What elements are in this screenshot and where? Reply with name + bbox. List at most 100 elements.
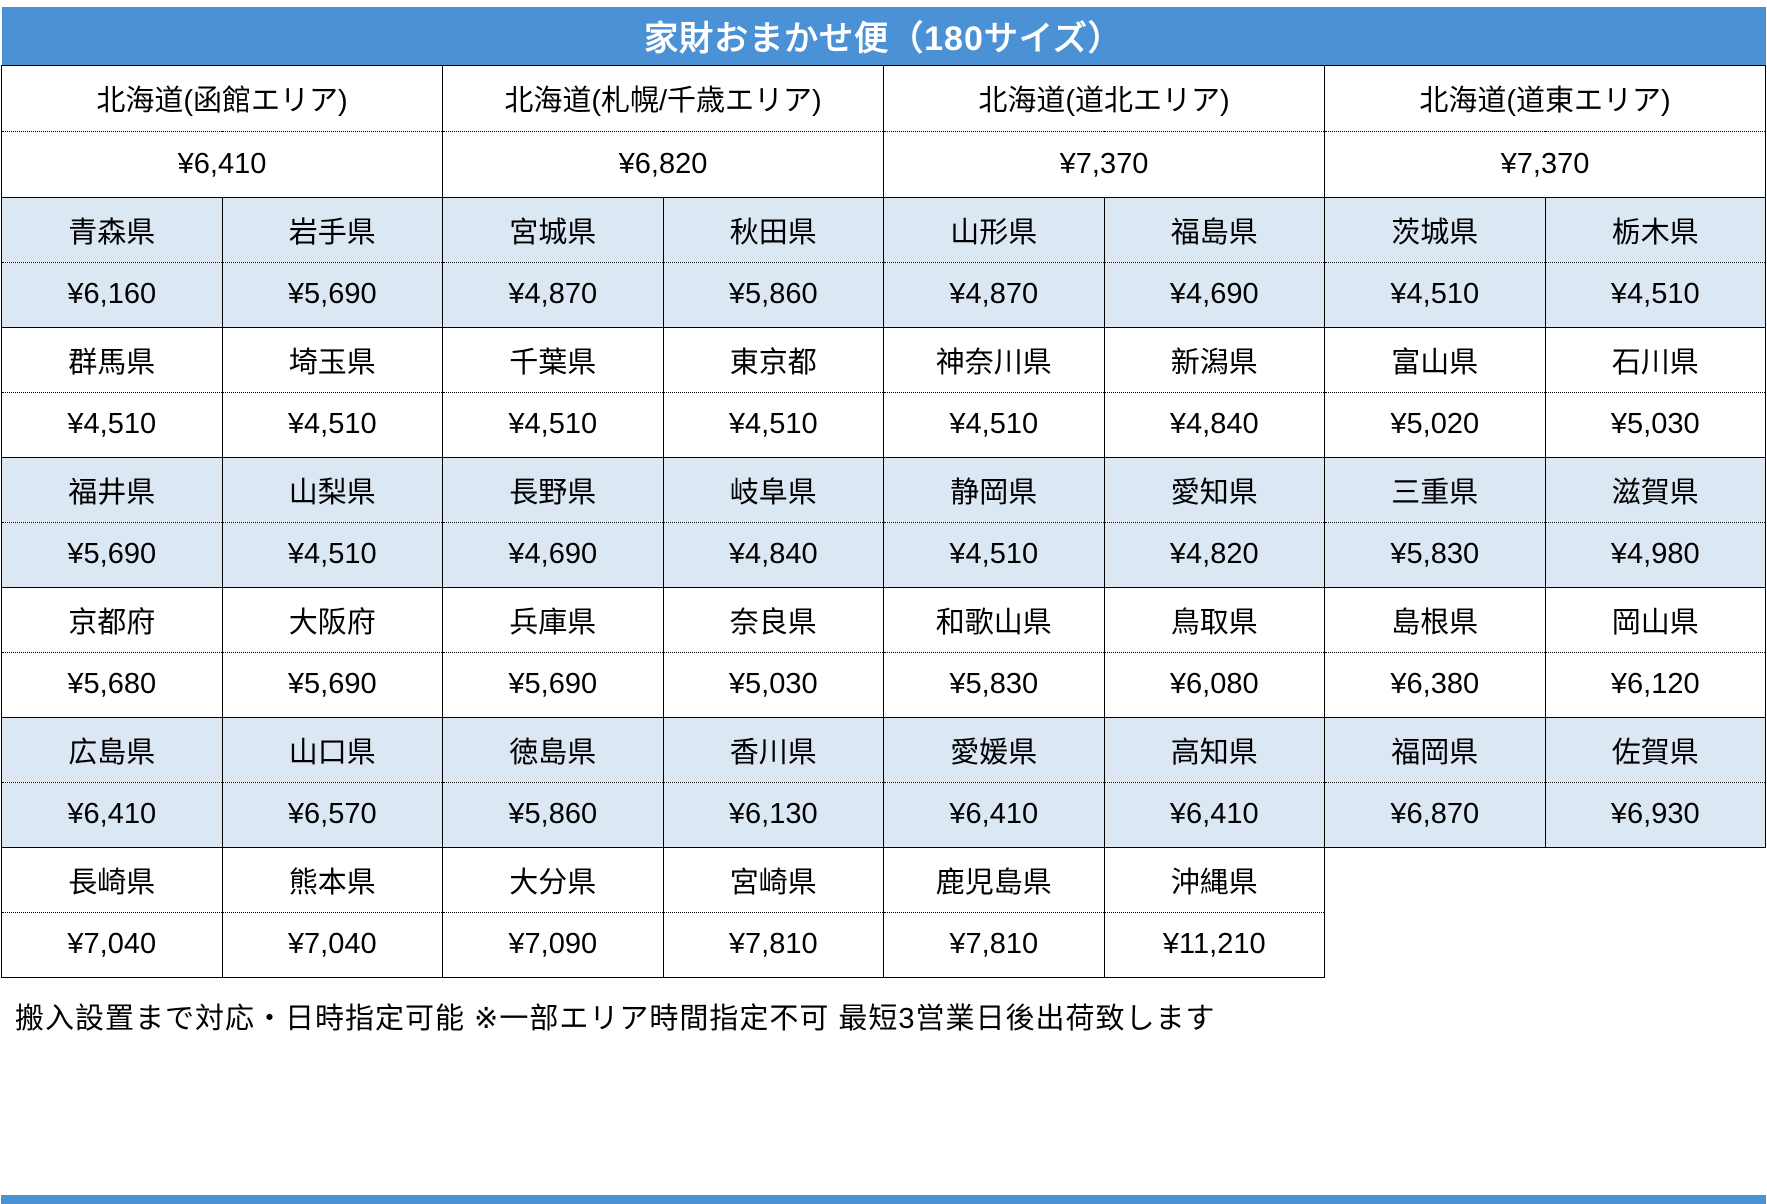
region-name-row: 北海道(函館エリア) 北海道(札幌/千歳エリア) 北海道(道北エリア) 北海道(道東エ… [1,64,1766,132]
prefecture-name-cell: 佐賀県 [1544,716,1766,783]
prefecture-name-row: 福井県 山梨県 長野県 岐阜県 静岡県 愛知県 三重県 滋賀県 [1,456,1766,523]
prefecture-name-cell: 滋賀県 [1544,456,1766,523]
prefecture-price-cell: ¥5,690 [221,261,443,328]
prefecture-price-cell: ¥6,080 [1103,651,1325,718]
prefecture-price-cell: ¥5,860 [442,781,664,848]
prefecture-price-cell: ¥6,410 [1103,781,1325,848]
prefecture-name-cell: 大阪府 [221,586,443,653]
prefecture-price-cell: ¥4,510 [1,391,223,458]
region-name-cell: 北海道(札幌/千歳エリア) [442,64,884,132]
prefecture-price-row: ¥6,410 ¥6,570 ¥5,860 ¥6,130 ¥6,410 ¥6,410 ¥6,8… [1,781,1766,848]
prefecture-name-cell: 宮崎県 [662,846,884,913]
prefecture-price-cell: ¥4,870 [442,261,664,328]
prefecture-price-cell: ¥6,160 [1,261,223,328]
region-name-cell: 北海道(道北エリア) [883,64,1325,132]
prefecture-name-cell: 徳島県 [442,716,664,783]
prefecture-name-cell: 岐阜県 [662,456,884,523]
prefecture-name-cell: 山梨県 [221,456,443,523]
prefecture-price-cell: ¥11,210 [1103,911,1325,978]
prefecture-name-cell: 福岡県 [1324,716,1546,783]
prefecture-price-cell: ¥5,860 [662,261,884,328]
prefecture-price-cell: ¥4,510 [883,391,1105,458]
prefecture-price-cell: ¥5,030 [662,651,884,718]
prefecture-name-cell: 富山県 [1324,326,1546,393]
prefecture-name-cell: 熊本県 [221,846,443,913]
prefecture-price-cell: ¥4,510 [442,391,664,458]
prefecture-price-cell: ¥6,130 [662,781,884,848]
prefecture-price-row: ¥7,040 ¥7,040 ¥7,090 ¥7,810 ¥7,810 ¥11,210 [1,911,1766,978]
prefecture-name-cell: 鹿児島県 [883,846,1105,913]
prefecture-price-cell: ¥5,030 [1544,391,1766,458]
prefecture-name-cell: 新潟県 [1103,326,1325,393]
prefecture-name-cell: 秋田県 [662,196,884,263]
prefecture-name-cell: 愛知県 [1103,456,1325,523]
prefecture-name-cell: 岡山県 [1544,586,1766,653]
prefecture-price-cell: ¥7,040 [221,911,443,978]
prefecture-price-cell: ¥4,510 [1544,261,1766,328]
prefecture-name-cell: 埼玉県 [221,326,443,393]
prefecture-name-cell: 山口県 [221,716,443,783]
footer-note: 搬入設置まで対応・日時指定可能 ※一部エリア時間指定不可 最短3営業日後出荷致し… [15,1002,1216,1035]
prefecture-price-cell: ¥5,020 [1324,391,1546,458]
prefecture-name-cell: 岩手県 [221,196,443,263]
region-price-cell: ¥7,370 [1324,130,1766,198]
region-name-cell: 北海道(道東エリア) [1324,64,1766,132]
next-table-header-strip [1,1195,1766,1204]
prefecture-name-cell: 愛媛県 [883,716,1105,783]
prefecture-price-cell: ¥5,680 [1,651,223,718]
prefecture-name-cell: 沖縄県 [1103,846,1325,913]
prefecture-price-cell: ¥4,840 [662,521,884,588]
region-name-cell: 北海道(函館エリア) [1,64,443,132]
prefecture-name-cell: 大分県 [442,846,664,913]
prefecture-name-cell: 香川県 [662,716,884,783]
prefecture-name-row: 青森県 岩手県 宮城県 秋田県 山形県 福島県 茨城県 栃木県 [1,196,1766,263]
prefecture-price-cell: ¥5,690 [221,651,443,718]
prefecture-price-cell: ¥6,120 [1544,651,1766,718]
prefecture-price-cell: ¥7,040 [1,911,223,978]
prefecture-name-row: 京都府 大阪府 兵庫県 奈良県 和歌山県 鳥取県 島根県 岡山県 [1,586,1766,653]
prefecture-price-cell: ¥6,870 [1324,781,1546,848]
prefecture-name-cell: 福島県 [1103,196,1325,263]
prefecture-price-row: ¥6,160 ¥5,690 ¥4,870 ¥5,860 ¥4,870 ¥4,690 ¥4,5… [1,261,1766,328]
prefecture-price-cell: ¥6,380 [1324,651,1546,718]
prefecture-name-cell: 栃木県 [1544,196,1766,263]
prefecture-price-cell: ¥4,690 [442,521,664,588]
prefecture-price-cell: ¥6,930 [1544,781,1766,848]
empty-area [1324,847,1766,977]
prefecture-name-cell: 三重県 [1324,456,1546,523]
prefecture-name-cell: 群馬県 [1,326,223,393]
prefecture-name-cell: 長崎県 [1,846,223,913]
prefecture-price-row: ¥4,510 ¥4,510 ¥4,510 ¥4,510 ¥4,510 ¥4,840 ¥5,0… [1,391,1766,458]
prefecture-price-cell: ¥5,690 [442,651,664,718]
prefecture-price-cell: ¥5,830 [883,651,1105,718]
region-price-cell: ¥6,820 [442,130,884,198]
prefecture-price-cell: ¥7,810 [883,911,1105,978]
prefecture-price-cell: ¥4,820 [1103,521,1325,588]
prefecture-price-cell: ¥7,810 [662,911,884,978]
prefecture-name-row: 群馬県 埼玉県 千葉県 東京都 神奈川県 新潟県 富山県 石川県 [1,326,1766,393]
prefecture-price-cell: ¥6,410 [1,781,223,848]
region-price-cell: ¥7,370 [883,130,1325,198]
prefecture-name-cell: 神奈川県 [883,326,1105,393]
prefecture-name-row: 広島県 山口県 徳島県 香川県 愛媛県 高知県 福岡県 佐賀県 [1,716,1766,783]
prefecture-price-cell: ¥4,510 [221,391,443,458]
prefecture-price-cell: ¥4,510 [662,391,884,458]
prefecture-name-cell: 兵庫県 [442,586,664,653]
prefecture-price-cell: ¥4,870 [883,261,1105,328]
prefecture-price-cell: ¥7,090 [442,911,664,978]
prefecture-price-row: ¥5,690 ¥4,510 ¥4,690 ¥4,840 ¥4,510 ¥4,820 ¥5,8… [1,521,1766,588]
prefecture-name-cell: 山形県 [883,196,1105,263]
table-title: 家財おまかせ便（180サイズ） [1,7,1766,65]
prefecture-name-cell: 宮城県 [442,196,664,263]
prefecture-name-cell: 静岡県 [883,456,1105,523]
prefecture-name-cell: 島根県 [1324,586,1546,653]
prefecture-name-cell: 高知県 [1103,716,1325,783]
prefecture-name-cell: 石川県 [1544,326,1766,393]
prefecture-price-cell: ¥4,510 [221,521,443,588]
price-table: 家財おまかせ便（180サイズ） 北海道(函館エリア) 北海道(札幌/千歳エリア) 北… [1,7,1766,978]
prefecture-name-cell: 千葉県 [442,326,664,393]
prefecture-price-cell: ¥4,690 [1103,261,1325,328]
prefecture-name-cell: 奈良県 [662,586,884,653]
prefecture-price-cell: ¥6,410 [883,781,1105,848]
